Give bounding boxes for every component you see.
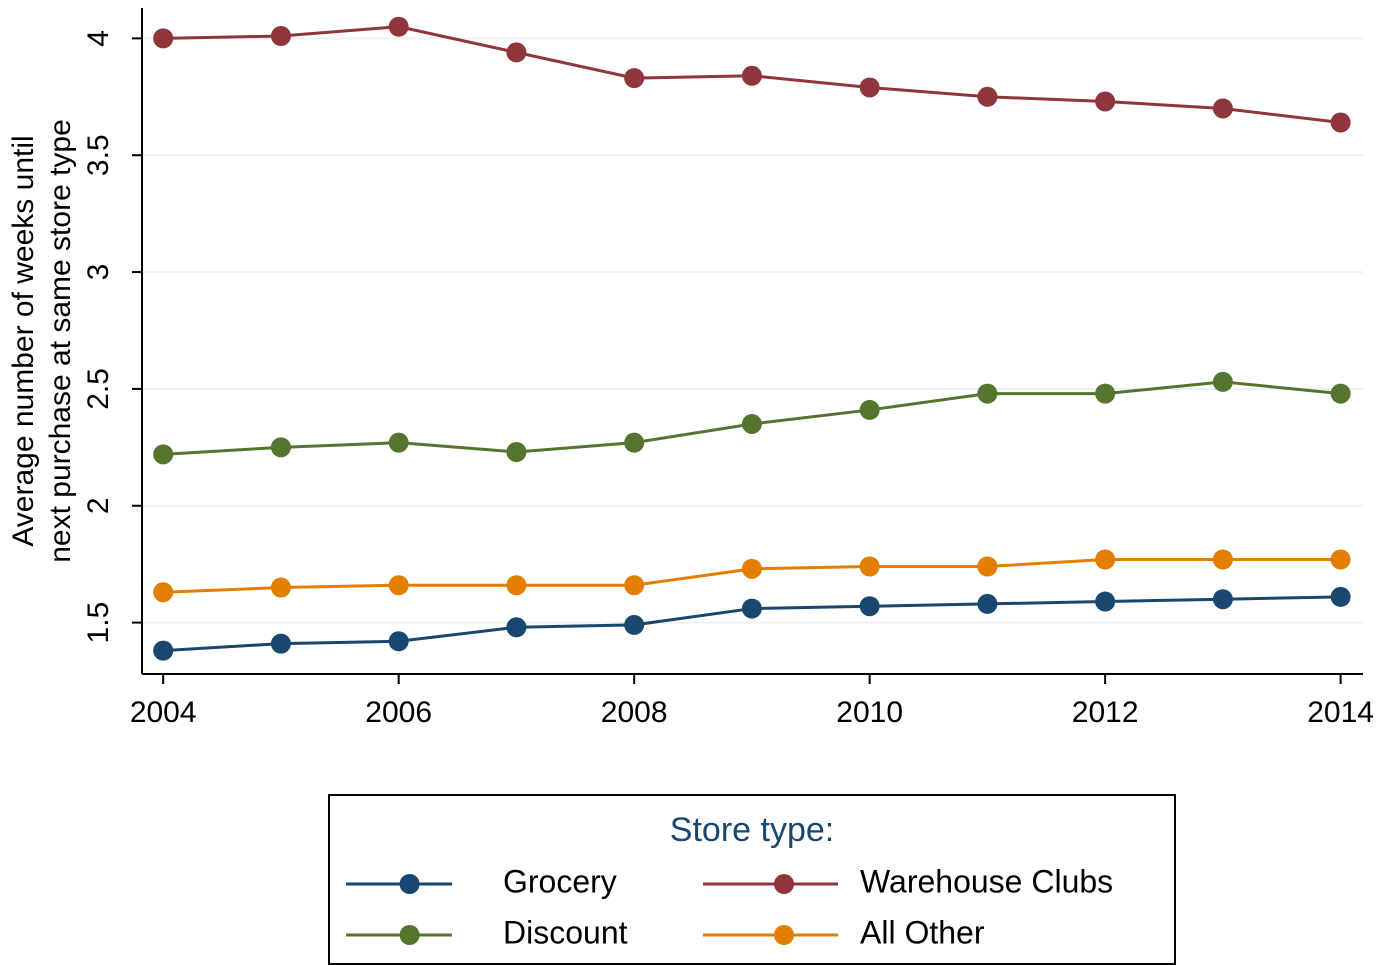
marker (977, 593, 998, 614)
x-tick-label: 2008 (601, 696, 668, 729)
marker (977, 86, 998, 107)
marker (1330, 383, 1351, 404)
x-tick-label: 2012 (1072, 696, 1139, 729)
marker (506, 42, 527, 63)
marker (506, 442, 527, 462)
marker (506, 575, 527, 596)
x-tick-label: 2010 (836, 696, 903, 729)
marker (741, 65, 762, 86)
x-tick-label: 2004 (130, 696, 197, 729)
marker (977, 383, 998, 404)
marker (741, 598, 762, 619)
marker (153, 444, 174, 465)
legend-title: Store type: (670, 811, 834, 849)
marker (1212, 549, 1233, 570)
marker (388, 575, 409, 596)
legend-marker (399, 925, 420, 945)
marker (1212, 371, 1233, 392)
marker (1095, 91, 1116, 112)
x-tick-label: 2014 (1307, 696, 1374, 729)
marker (859, 399, 880, 420)
marker (1212, 589, 1233, 610)
marker (1330, 586, 1351, 607)
marker (977, 556, 998, 577)
marker (624, 614, 645, 635)
marker (741, 558, 762, 579)
marker (388, 631, 409, 652)
marker (859, 556, 880, 577)
marker (270, 26, 291, 47)
legend-label: All Other (860, 914, 985, 950)
marker (388, 432, 409, 453)
marker (624, 575, 645, 596)
marker (624, 68, 645, 89)
marker (1095, 591, 1116, 612)
legend-marker (774, 874, 794, 894)
marker (859, 596, 880, 617)
marker (506, 617, 527, 638)
x-tick-label: 2006 (365, 696, 432, 729)
marker (388, 16, 409, 37)
y-axis-title-line: Average number of weeks until (7, 135, 40, 546)
marker (1330, 549, 1351, 570)
marker (1330, 112, 1351, 133)
marker (153, 640, 174, 661)
legend-marker (399, 874, 420, 894)
marker (270, 437, 291, 458)
marker (859, 77, 880, 98)
marker (270, 633, 291, 654)
marker (1095, 383, 1116, 404)
legend-label: Discount (503, 914, 628, 950)
y-tick-label: 3.5 (82, 134, 115, 176)
legend-label: Warehouse Clubs (860, 863, 1113, 899)
marker (270, 577, 291, 598)
y-axis-title-line: next purchase at same store type (44, 119, 77, 563)
marker (153, 28, 174, 49)
y-axis-title: Average number of weeks until next purch… (7, 119, 77, 563)
legend-marker (774, 925, 794, 945)
marker (1095, 549, 1116, 570)
marker (153, 582, 174, 603)
y-tick-label: 4 (82, 30, 115, 47)
marker (741, 413, 762, 434)
y-tick-label: 1.5 (82, 602, 115, 644)
legend-label: Grocery (503, 863, 617, 899)
marker (624, 432, 645, 453)
y-tick-label: 2 (82, 497, 115, 514)
y-tick-label: 3 (82, 264, 115, 281)
marker (1212, 98, 1233, 119)
y-tick-label: 2.5 (82, 368, 115, 410)
